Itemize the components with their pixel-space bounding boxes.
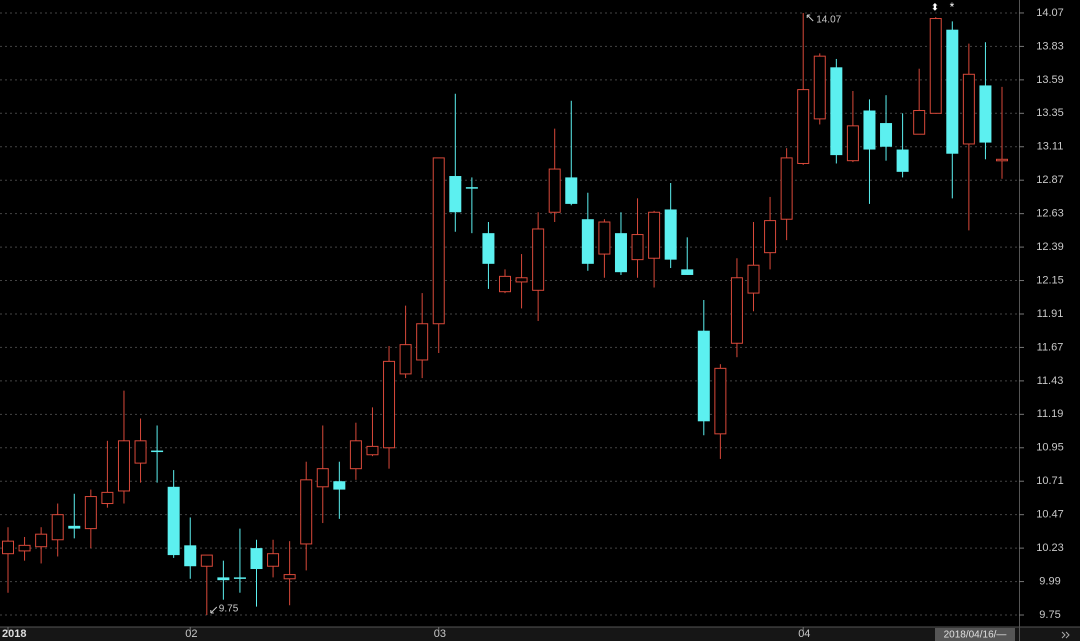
candle-body [465,187,478,189]
candle-body [730,277,743,344]
candle-body [134,440,147,464]
candle-body [333,481,346,490]
y-tick-label: 13.59 [1036,74,1064,86]
candle-body [581,219,594,264]
candle-body [217,577,230,581]
candle-body [631,234,644,261]
candle-body [449,176,462,213]
y-tick-label: 11.91 [1037,308,1064,320]
y-tick-label: 13.35 [1036,107,1064,119]
high-label: 14.07 [816,15,841,26]
y-tick-label: 11.43 [1037,375,1064,387]
candle-body [962,73,975,145]
candle-body [366,445,379,456]
marker: * [950,0,955,14]
candle-body [614,233,627,273]
x-tick-label: 2018 [2,628,26,640]
y-tick-label: 11.19 [1037,408,1064,420]
candle-body [648,211,661,259]
candle-body [681,269,694,275]
candle-body [515,277,528,283]
y-tick-label: 12.39 [1036,241,1064,253]
candle-body [300,479,313,545]
candle-body [117,440,130,492]
y-tick-label: 12.63 [1036,208,1064,220]
high-arrow [806,14,814,22]
y-tick-label: 11.67 [1037,341,1064,353]
candle-body [548,168,561,213]
candle-body [184,545,197,567]
cursor-label: 2018/04/16/— [944,630,1007,641]
candle-body [383,360,396,449]
candle-body [797,89,810,164]
y-tick-label: 13.83 [1036,40,1064,52]
candle-body [101,491,114,505]
candle-body [151,450,164,453]
candle-body [349,440,362,470]
y-tick-label: 10.95 [1036,442,1064,454]
cursor-box [935,628,1015,641]
candle-body [896,149,909,172]
candle-body [200,554,213,567]
candle-body [929,18,942,114]
candle-body [697,330,710,422]
candle-body [68,525,81,529]
candle-body [35,533,48,548]
candle-body [167,486,180,556]
candle-body [764,220,777,254]
candle-body [233,577,246,579]
candle-body [2,540,14,555]
y-tick-label: 9.99 [1039,575,1060,587]
candle-body [18,544,31,552]
candle-body [283,574,296,580]
y-tick-label: 10.23 [1036,542,1064,554]
candle-body [880,123,893,147]
candle-body [565,177,578,204]
candle-body [946,29,959,154]
y-tick-label: 14.07 [1036,7,1064,19]
low-arrow [210,606,218,614]
candle-body [780,157,793,220]
x-tick-label: 03 [434,628,446,640]
candle-body [250,548,263,570]
candle-body [598,221,611,255]
candle-body [267,553,280,567]
candle-body [913,110,926,135]
marker: ⬍ [931,3,939,14]
x-tick-label: 04 [798,628,810,640]
candle-body [996,158,1008,162]
low-label: 9.75 [219,604,239,615]
y-tick-label: 12.87 [1036,174,1064,186]
candle-body [84,496,97,530]
y-tick-label: 12.15 [1036,274,1064,286]
y-tick-label: 13.11 [1037,141,1064,153]
x-tick-label: 02 [185,628,197,640]
candle-body [499,275,511,293]
candle-body [813,55,826,120]
candle-body [416,323,429,361]
y-tick-label: 9.75 [1039,609,1060,621]
candle-body [399,344,412,375]
candle-body [979,85,992,143]
y-tick-label: 10.47 [1036,509,1064,521]
x-axis-bar [0,627,1080,641]
scroll-icon[interactable] [1061,631,1070,639]
candle-body [714,367,727,435]
candle-body [532,228,545,291]
candle-body [846,125,859,162]
candle-body [316,468,329,488]
candle-body [747,264,760,294]
candle-body [482,233,495,264]
candle-body [830,67,843,156]
candle-body [863,110,876,150]
candle-body [432,157,445,325]
candle-body [51,514,64,541]
candle-body [664,209,677,260]
y-tick-label: 10.71 [1036,475,1064,487]
